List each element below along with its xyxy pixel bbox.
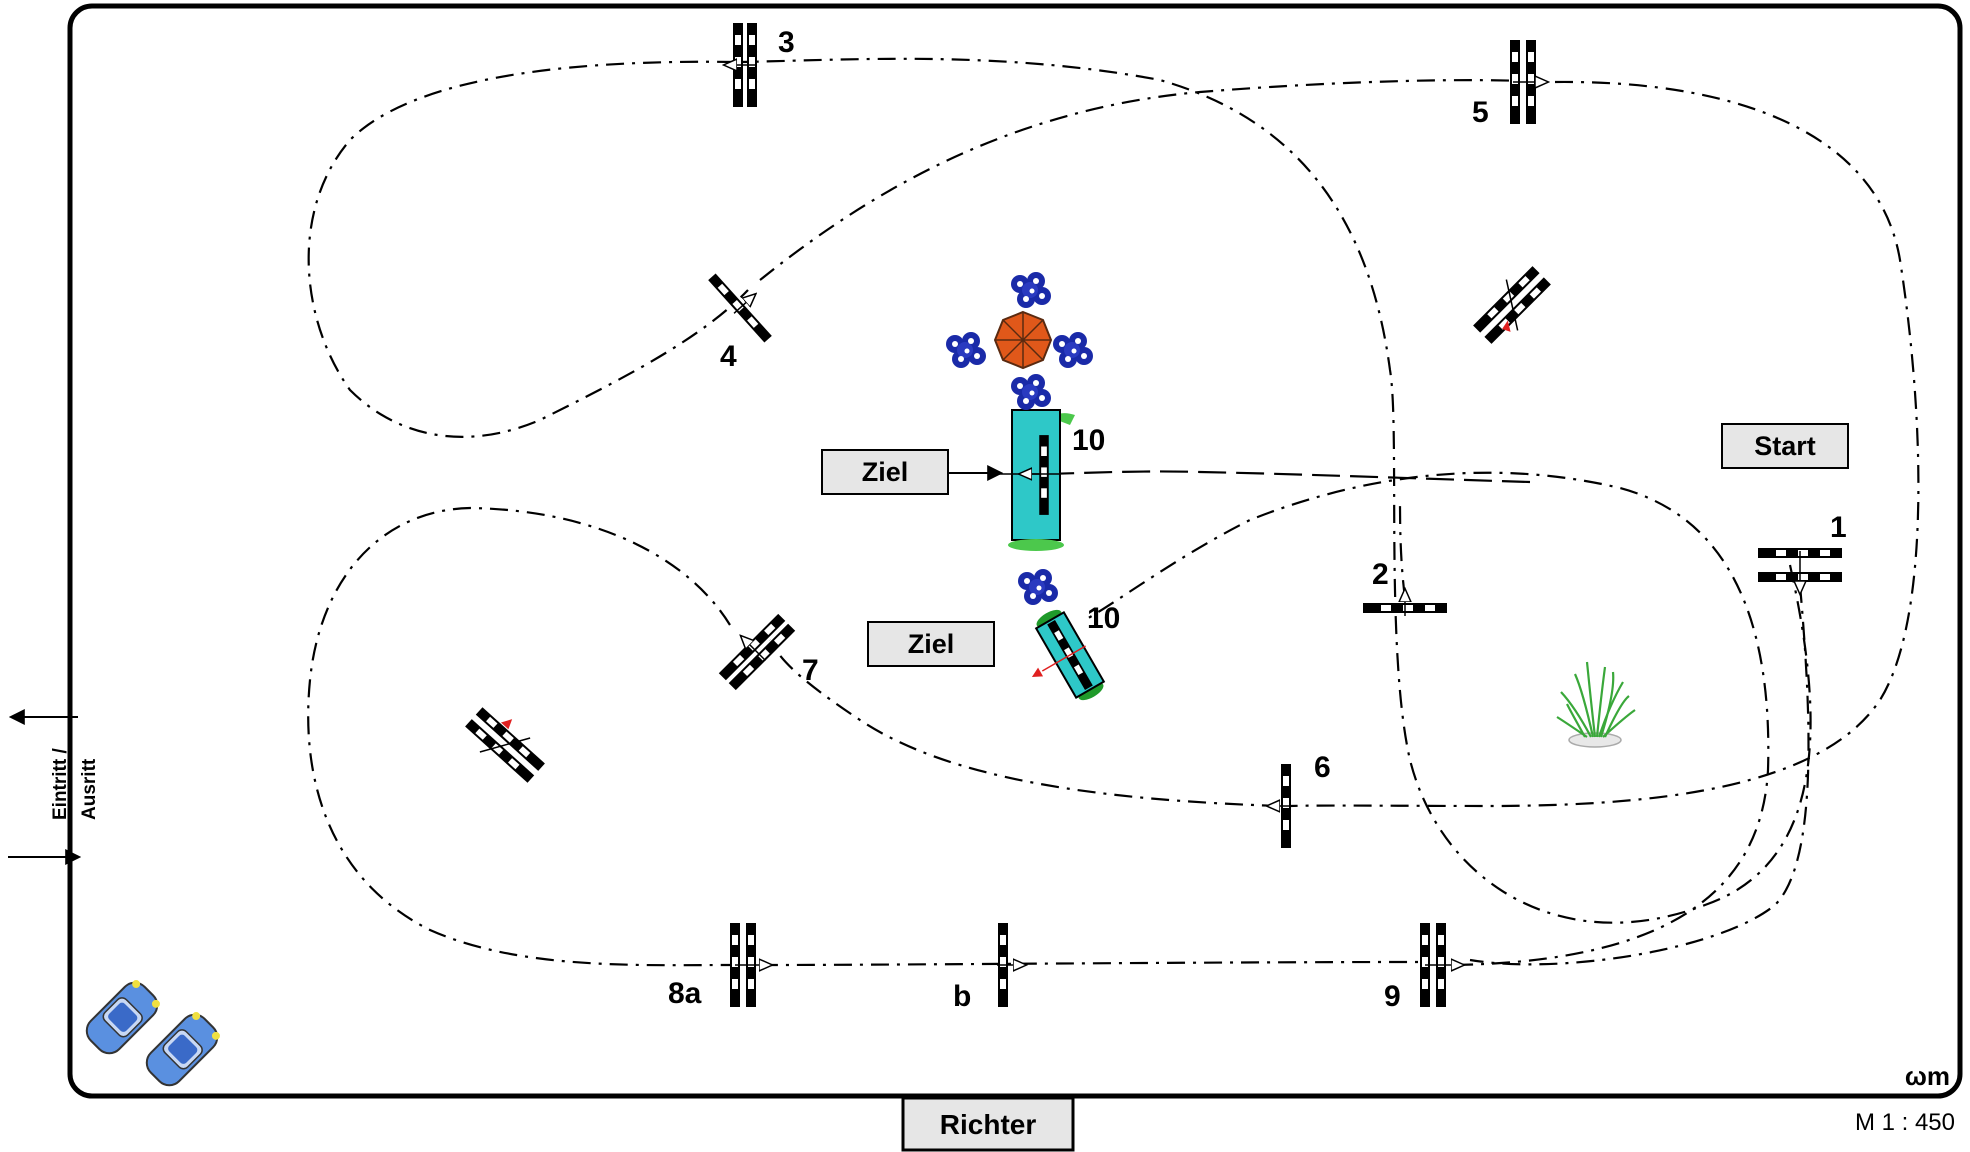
obstacle-unnumbered-right (1473, 266, 1551, 344)
entry-exit-marker (8, 709, 82, 865)
route-4-5 (759, 79, 1546, 281)
flower-pot-left (946, 332, 986, 368)
start-label: Start (1754, 431, 1816, 461)
ziel-label-top: Ziel (862, 457, 909, 487)
scale-label: M 1 : 450 (1855, 1109, 1955, 1136)
obstacle-6 (1268, 764, 1294, 848)
obstacle-7 (718, 613, 796, 691)
route-5-loop (1289, 80, 1920, 808)
car-icon (145, 1012, 220, 1087)
obstacle-number-8b: b (953, 980, 971, 1013)
arena-border (67, 3, 1963, 1099)
obstacle-number-1: 1 (1830, 511, 1847, 544)
exit-label: Ausritt (79, 758, 100, 820)
obstacle-number-8a: 8a (668, 977, 702, 1010)
obstacle-number-5: 5 (1472, 96, 1489, 129)
flower-pot-right (1053, 332, 1093, 368)
obstacle-4 (708, 273, 772, 343)
route-1-down (1469, 584, 1810, 966)
flower-pot-center (1011, 374, 1051, 410)
start-box: Start (1721, 423, 1849, 469)
obstacle-8a (730, 923, 771, 1007)
route-6-7 (769, 639, 1281, 808)
route-ziel-2 (1039, 470, 1531, 484)
obstacle-number-7: 7 (802, 654, 819, 687)
obstacle-number-6: 6 (1314, 751, 1331, 784)
ziel-box-bottom: Ziel (867, 621, 995, 667)
grass-decoration (1556, 661, 1636, 748)
obstacle-1 (1758, 548, 1842, 593)
route-start-1 (739, 57, 1812, 924)
obstacle-unnumbered-left (465, 707, 545, 783)
signature-mark: ωm (1905, 1061, 1950, 1091)
flower-pot-top (1011, 272, 1051, 308)
car-icon (85, 980, 160, 1055)
obstacle-number-10-upper: 10 (1072, 424, 1105, 457)
obstacle-number-9: 9 (1384, 980, 1401, 1013)
flower-pot-lower (1018, 569, 1058, 605)
ziel-label-bottom: Ziel (908, 629, 955, 659)
obstacle-5 (1510, 40, 1547, 124)
entry-label: Eintritt / (50, 748, 71, 820)
course-route (307, 57, 1920, 967)
judge-label: Richter (940, 1109, 1037, 1140)
route-2-ziel (1398, 499, 1407, 599)
obstacle-number-10-lower: 10 (1087, 602, 1120, 635)
obstacle-number-2: 2 (1372, 558, 1389, 591)
obstacle-10-lower (1031, 609, 1106, 701)
obstacle-2 (1363, 590, 1447, 616)
ziel-box-top: Ziel (821, 449, 1004, 495)
route-3-4 (307, 60, 749, 438)
judge-box: Richter (901, 1096, 1075, 1152)
route-7-8 (307, 506, 731, 967)
obstacle-9 (1420, 923, 1463, 1007)
umbrella-decoration (993, 310, 1053, 370)
obstacle-3 (725, 23, 757, 107)
route-8-9 (759, 960, 1421, 967)
obstacle-number-3: 3 (778, 26, 795, 59)
obstacle-number-4: 4 (720, 340, 737, 373)
route-9-loop (1084, 471, 1770, 967)
obstacle-10-upper (990, 409, 1075, 551)
obstacle-8b (997, 923, 1025, 1007)
